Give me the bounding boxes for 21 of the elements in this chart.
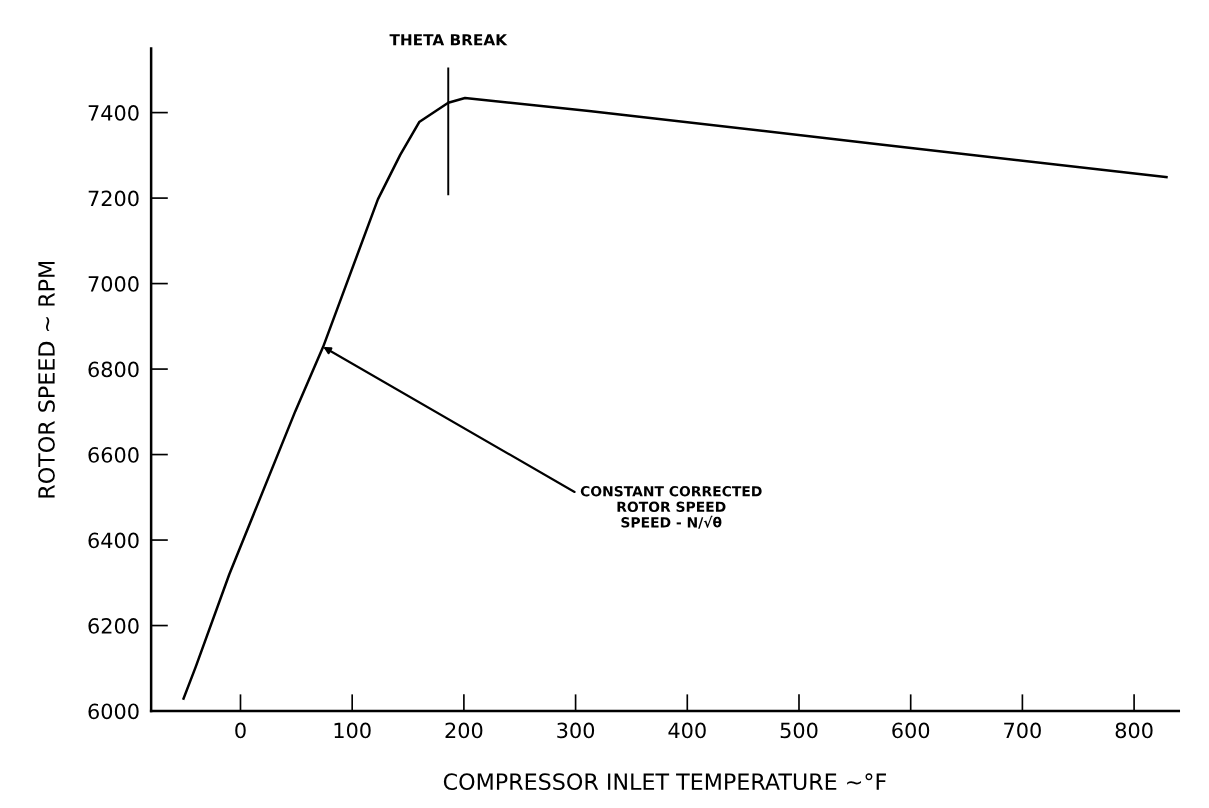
y-tick-label: 7000 (88, 276, 139, 292)
x-tick-label: 800 (1115, 722, 1153, 739)
y-tick-label: 7400 (88, 105, 139, 121)
annotation: CONSTANT CORRECTED ROTOR SPEED SPEED - N/√θ (580, 485, 762, 529)
y-tick-label: 6400 (88, 532, 139, 549)
x-tick-label: 100 (334, 722, 371, 739)
y-tick-label: 6000 (88, 703, 139, 720)
x-tick-label: 0 (235, 722, 246, 739)
x-tick-label: 300 (557, 722, 595, 739)
y-axis-title: ROTOR SPEED ~ RPM (38, 261, 55, 498)
x-axis-title: COMPRESSOR INLET TEMPERATURE ~°F (443, 773, 886, 791)
x-tick-label: 200 (445, 722, 483, 739)
y-tick-label: 6200 (88, 618, 139, 634)
x-tick-label: 400 (668, 722, 706, 739)
ref-line-label: THETA BREAK (389, 34, 508, 46)
x-tick-label: 700 (1004, 722, 1041, 739)
y-tick-label: 7200 (88, 190, 139, 207)
x-tick-label: 500 (780, 722, 818, 739)
y-tick-label: 6600 (88, 447, 139, 463)
y-tick-label: 6800 (88, 361, 139, 378)
x-tick-label: 600 (892, 722, 930, 739)
